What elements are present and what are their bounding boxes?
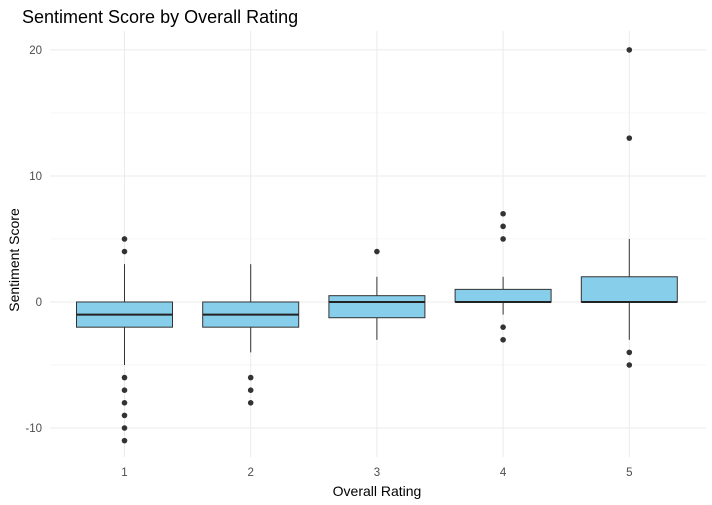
outlier-point [500, 223, 506, 230]
outlier-point [247, 400, 254, 406]
x-tick-label: 3 [374, 467, 380, 479]
y-axis-title: Sentiment Score [6, 208, 22, 312]
outlier-point [121, 400, 128, 406]
x-tick-label: 4 [500, 467, 507, 479]
outlier-point [374, 248, 380, 255]
outlier-point [626, 362, 633, 368]
outlier-point [121, 387, 128, 394]
iqr-box [454, 288, 552, 303]
y-tick-label: 0 [36, 297, 42, 309]
iqr-box [328, 295, 426, 319]
outlier-point [121, 236, 128, 242]
outlier-point [247, 374, 254, 381]
chart-title: Sentiment Score by Overall Rating [22, 7, 298, 27]
boxes [76, 47, 678, 444]
y-tick-label: -10 [25, 423, 42, 435]
box-3 [328, 248, 426, 340]
x-tick-label: 2 [247, 467, 253, 479]
box-4 [454, 210, 552, 343]
x-tick-label: 1 [121, 467, 127, 479]
outlier-point [247, 387, 254, 394]
y-tick-label: 20 [29, 45, 42, 57]
outlier-point [121, 437, 128, 444]
box-2 [202, 264, 300, 406]
outlier-point [121, 412, 128, 419]
box-1 [76, 236, 173, 444]
x-tick-label: 5 [626, 467, 632, 479]
grid [50, 31, 706, 457]
outlier-point [626, 135, 633, 141]
outlier-point [121, 374, 128, 381]
x-axis-title: Overall Rating [333, 483, 422, 499]
outlier-point [626, 47, 633, 53]
outlier-point [500, 210, 506, 217]
y-tick-label: 10 [29, 171, 42, 183]
outlier-point [500, 236, 506, 242]
outlier-point [121, 425, 128, 431]
outlier-point [121, 248, 128, 255]
outlier-point [500, 336, 506, 343]
tick-labels: -10 0 10 20 1 2 3 4 5 [25, 45, 632, 479]
box-5 [580, 47, 678, 368]
outlier-point [626, 349, 633, 356]
outlier-point [500, 324, 506, 330]
iqr-box [580, 276, 678, 303]
